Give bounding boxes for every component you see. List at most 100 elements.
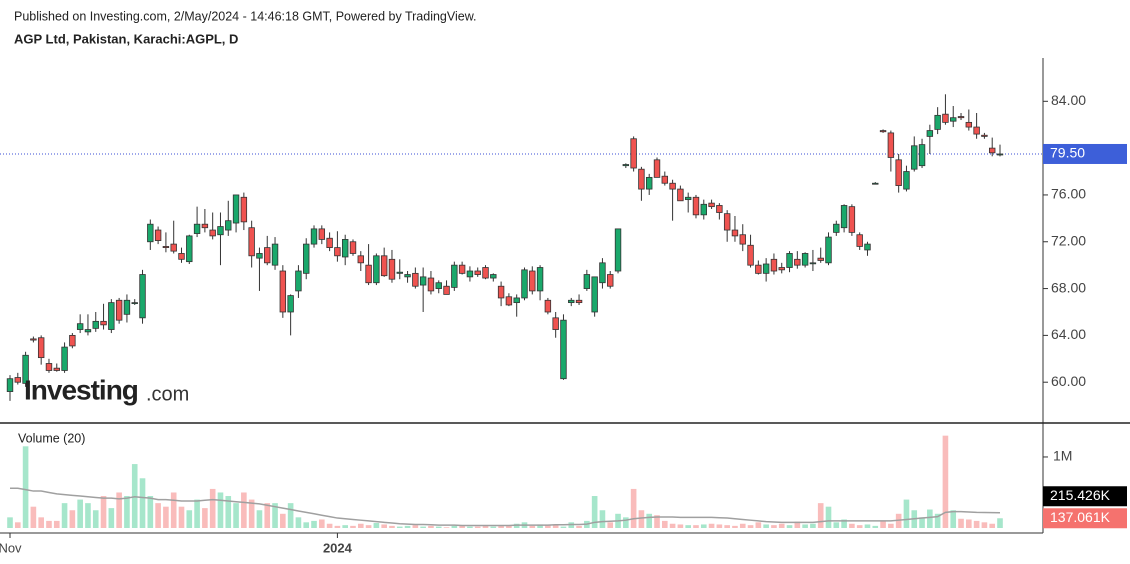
candle-body xyxy=(544,299,552,313)
candle-body xyxy=(6,378,14,392)
candle-body xyxy=(684,196,692,201)
candle-body xyxy=(139,274,146,319)
logo: Investing .com xyxy=(24,374,189,405)
volume-bar xyxy=(350,525,356,528)
volume-bar xyxy=(560,526,567,528)
candle-body xyxy=(318,228,326,240)
y2-tick-label: 1M xyxy=(1053,448,1072,464)
volume-bar xyxy=(170,492,177,528)
candle-body xyxy=(801,253,809,266)
candle-body xyxy=(887,132,895,158)
candle-body xyxy=(217,226,224,236)
candle-body xyxy=(762,263,770,274)
candle-body xyxy=(723,213,731,231)
ma-tag: 215.426K xyxy=(1050,487,1111,503)
candle-body xyxy=(365,264,372,284)
candle-body xyxy=(973,126,980,135)
candle-body xyxy=(521,269,528,299)
volume-bar xyxy=(396,526,403,528)
volume-bar xyxy=(365,525,372,528)
last-price-tag: 79.50 xyxy=(1050,145,1085,161)
volume-bar xyxy=(778,523,785,528)
candle-body xyxy=(310,228,318,245)
volume-bar xyxy=(638,510,645,528)
candle-body xyxy=(770,258,778,272)
ma-tag-bg xyxy=(1043,486,1127,507)
candle-body xyxy=(69,334,76,347)
candle-body xyxy=(739,234,746,245)
volume-bar xyxy=(482,525,489,528)
volume-bar xyxy=(264,503,271,528)
candle-body xyxy=(529,270,536,292)
candle-body xyxy=(108,302,115,330)
candle-body xyxy=(872,182,879,185)
candle-body xyxy=(560,319,567,380)
volume-bar xyxy=(786,525,793,528)
candle-body xyxy=(131,302,138,305)
volume-bar xyxy=(849,523,855,528)
logo-brand: Investing xyxy=(24,374,138,405)
candle-body xyxy=(778,267,785,271)
logo-suffix: .com xyxy=(146,383,189,405)
volume-bar xyxy=(202,508,208,528)
candle-body xyxy=(178,253,185,260)
candle-body xyxy=(700,203,707,216)
volume-bar xyxy=(155,503,161,528)
volume-bar xyxy=(435,526,442,528)
volume-bar xyxy=(46,520,52,528)
candle-body xyxy=(201,223,209,229)
chart-title: AGP Ltd, Pakistan, Karachi:AGPL, D xyxy=(14,31,238,46)
candle-body xyxy=(451,264,458,288)
candle-body xyxy=(186,235,193,263)
x-tick-label: Nov xyxy=(0,540,22,555)
volume-bar xyxy=(256,510,263,528)
x-tick-label: 2024 xyxy=(323,540,353,555)
candle-body xyxy=(825,236,832,264)
volume-bar xyxy=(989,523,996,528)
volume-bar xyxy=(53,520,60,528)
volume-bar xyxy=(646,513,653,528)
candle-body xyxy=(848,206,856,233)
candle-body xyxy=(981,134,988,137)
candle-body xyxy=(349,241,357,254)
volume-bar xyxy=(381,524,387,528)
volume-bar xyxy=(443,527,450,528)
volume-bar xyxy=(942,435,949,528)
volume-bar xyxy=(303,522,310,528)
volume-bar xyxy=(872,525,879,528)
candle-body xyxy=(669,182,676,190)
candle-body xyxy=(817,257,824,261)
candle-body xyxy=(950,117,957,122)
volume-bar xyxy=(22,446,29,528)
volume-bar xyxy=(739,523,746,528)
candle-body xyxy=(22,354,29,384)
candle-body xyxy=(903,171,910,190)
volume-tag: 137.061K xyxy=(1050,509,1111,525)
volume-bar xyxy=(459,525,465,528)
volume-bar xyxy=(100,496,107,528)
candle-body xyxy=(840,205,848,229)
candle-body xyxy=(497,285,505,299)
candle-body xyxy=(303,243,310,274)
volume-bar xyxy=(248,499,255,528)
candle-body xyxy=(45,363,53,371)
volume-bar xyxy=(654,515,660,528)
candle-body xyxy=(692,196,700,216)
volume-bar xyxy=(85,503,91,528)
volume-bar xyxy=(373,523,380,528)
volume-bar xyxy=(225,496,232,528)
candle-body xyxy=(404,274,411,278)
volume-bar xyxy=(747,525,754,528)
volume-bar xyxy=(669,523,676,528)
candle-body xyxy=(638,168,645,190)
volume-bar xyxy=(194,499,200,528)
volume-bar xyxy=(771,525,777,528)
candle-body xyxy=(708,202,715,208)
y-tick-label: 84.00 xyxy=(1051,92,1086,108)
candle-body xyxy=(591,276,598,313)
volume-bar xyxy=(825,506,832,528)
volume-bar xyxy=(607,522,614,528)
candle-body xyxy=(412,272,419,287)
volume-bar xyxy=(147,496,154,528)
candle-body xyxy=(856,234,863,247)
